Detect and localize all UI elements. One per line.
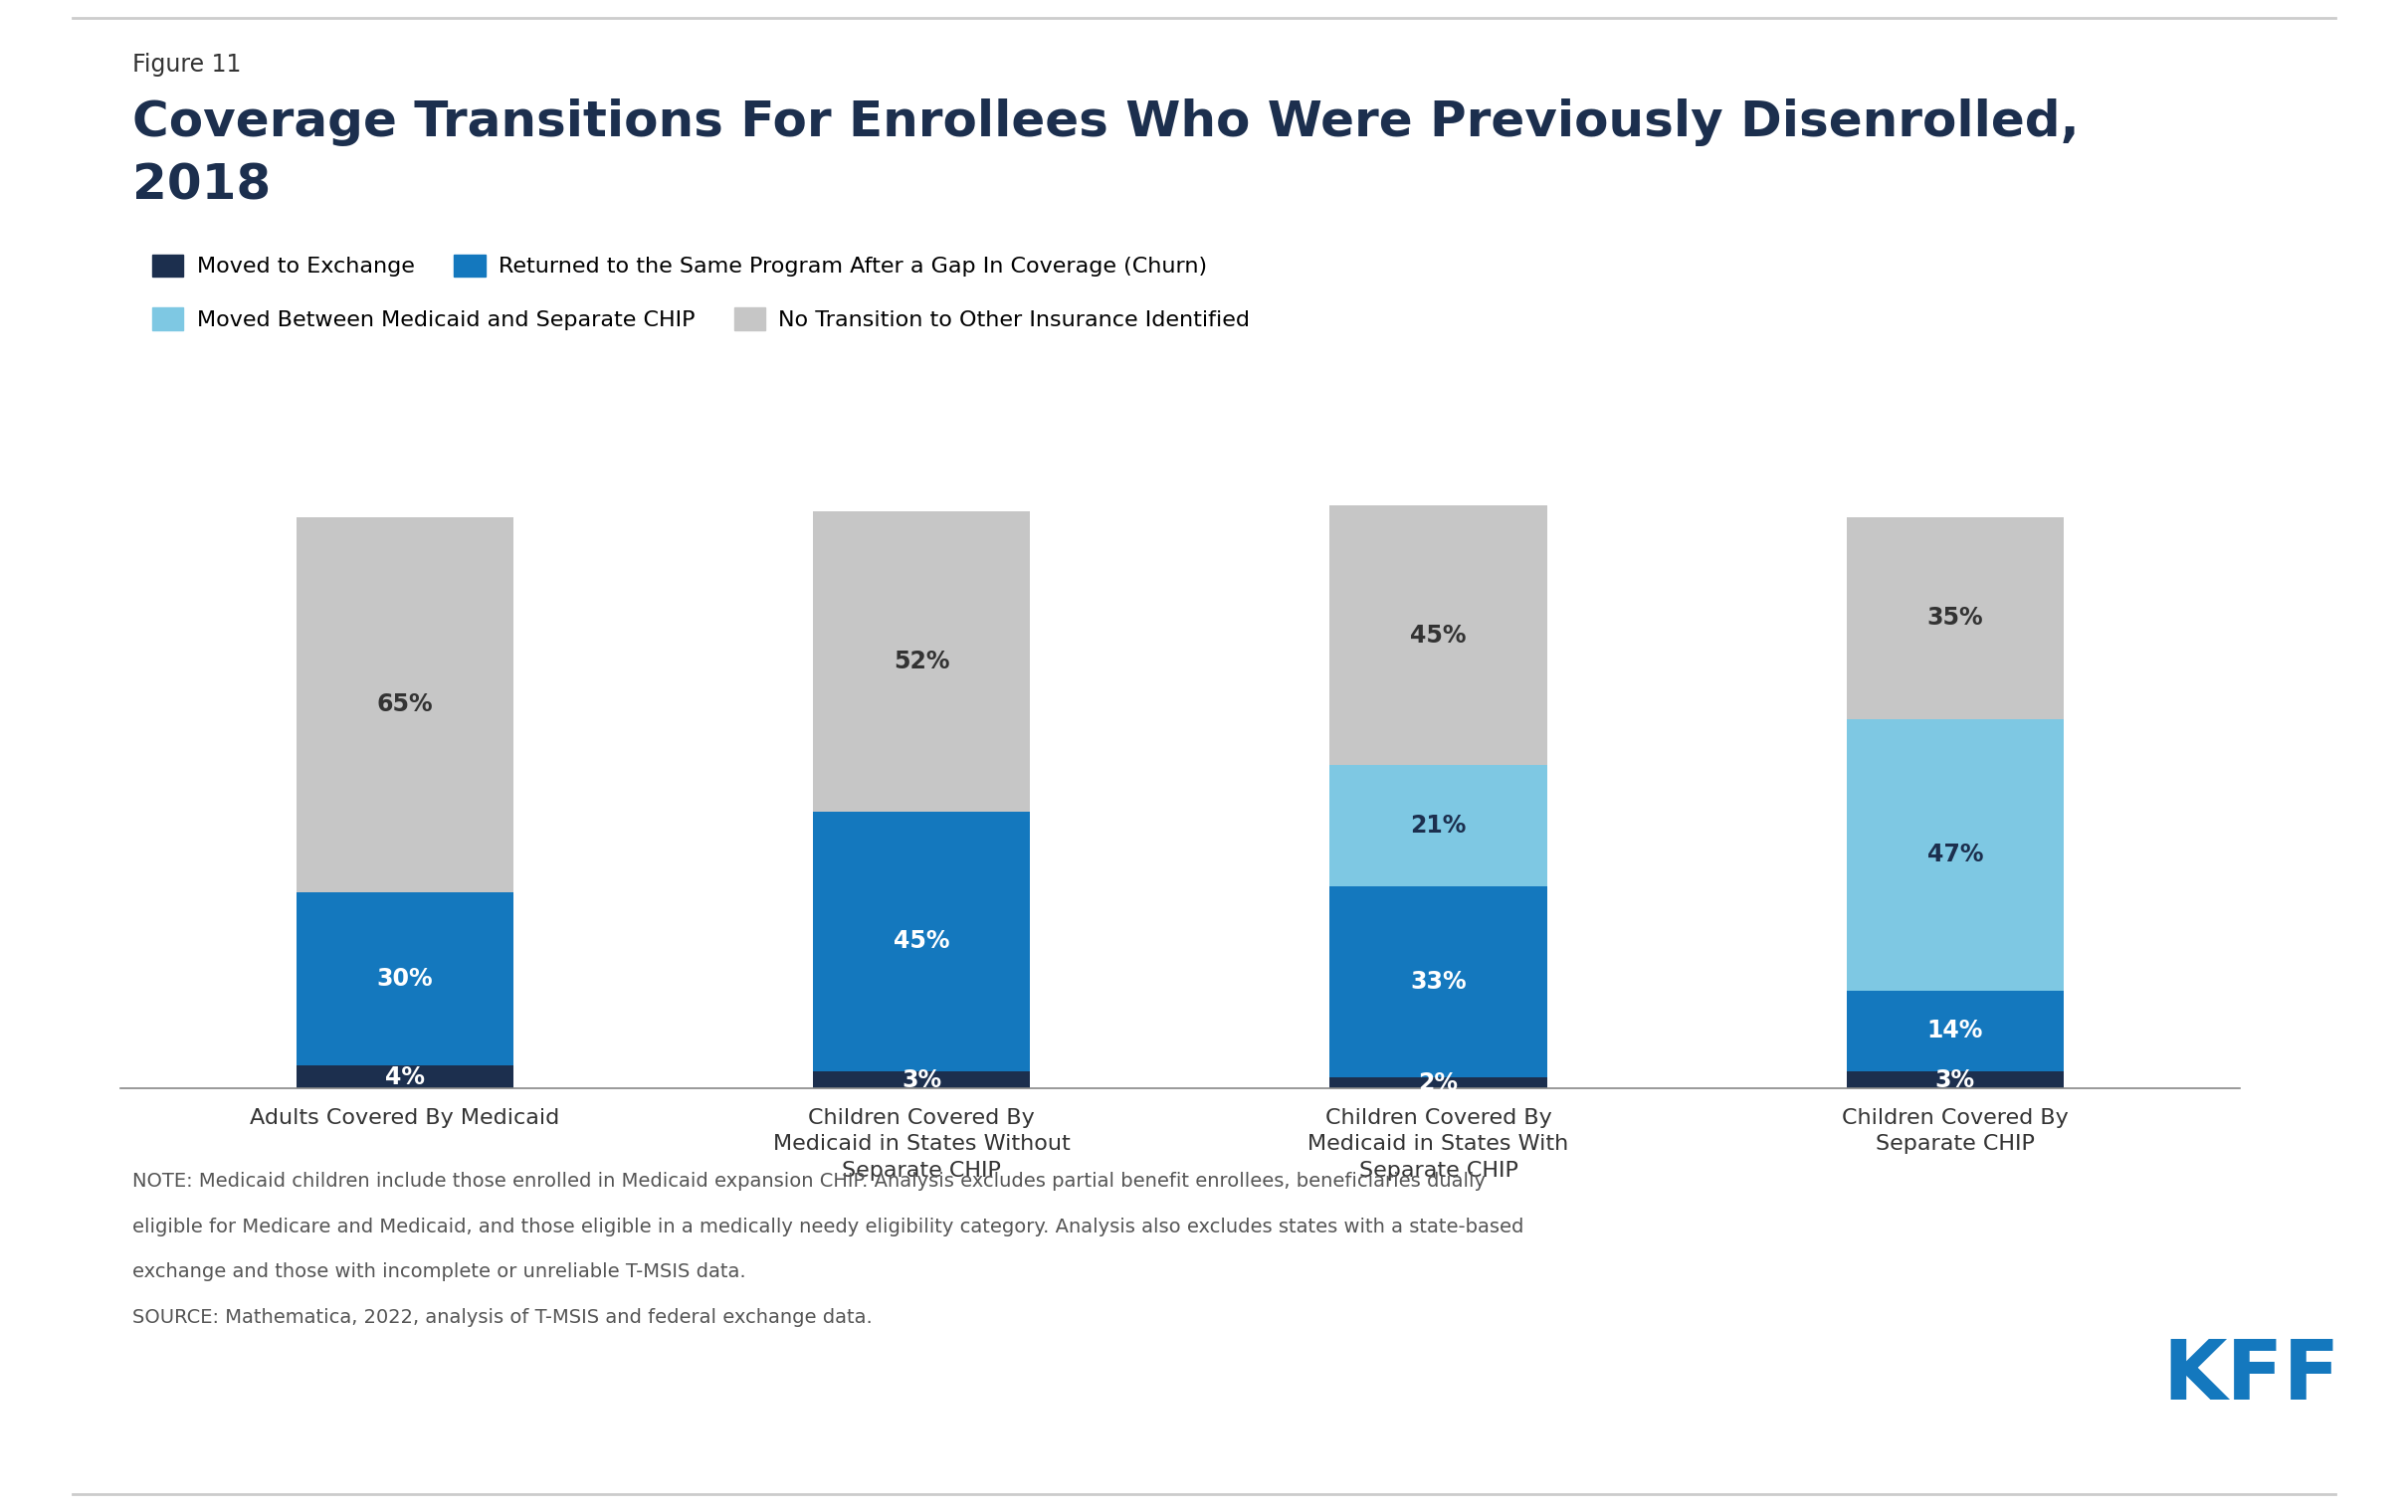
Text: SOURCE: Mathematica, 2022, analysis of T-MSIS and federal exchange data.: SOURCE: Mathematica, 2022, analysis of T… bbox=[132, 1308, 872, 1328]
Bar bbox=[296, 892, 513, 1066]
Text: 35%: 35% bbox=[1926, 606, 1984, 631]
Text: 33%: 33% bbox=[1411, 969, 1466, 993]
Bar bbox=[296, 1066, 513, 1089]
Text: Coverage Transitions For Enrollees Who Were Previously Disenrolled,: Coverage Transitions For Enrollees Who W… bbox=[132, 98, 2081, 147]
Bar bbox=[1329, 765, 1546, 886]
Text: 2018: 2018 bbox=[132, 162, 272, 210]
Text: eligible for Medicare and Medicaid, and those eligible in a medically needy elig: eligible for Medicare and Medicaid, and … bbox=[132, 1217, 1524, 1237]
Text: 45%: 45% bbox=[893, 930, 949, 954]
Text: 21%: 21% bbox=[1411, 813, 1466, 838]
Text: 3%: 3% bbox=[1936, 1067, 1975, 1092]
Text: 14%: 14% bbox=[1926, 1019, 1984, 1043]
Bar bbox=[814, 812, 1031, 1072]
Text: 3%: 3% bbox=[901, 1067, 942, 1092]
Bar bbox=[1847, 720, 2064, 990]
Bar bbox=[814, 511, 1031, 812]
Text: 2%: 2% bbox=[1418, 1070, 1459, 1095]
Text: 52%: 52% bbox=[893, 650, 949, 673]
Text: 4%: 4% bbox=[385, 1064, 424, 1089]
Legend: Moved Between Medicaid and Separate CHIP, No Transition to Other Insurance Ident: Moved Between Medicaid and Separate CHIP… bbox=[144, 298, 1259, 339]
Bar bbox=[1329, 886, 1546, 1077]
Text: 45%: 45% bbox=[1411, 623, 1466, 647]
Bar bbox=[1329, 1077, 1546, 1089]
Legend: Moved to Exchange, Returned to the Same Program After a Gap In Coverage (Churn): Moved to Exchange, Returned to the Same … bbox=[144, 245, 1216, 286]
Bar bbox=[1847, 1072, 2064, 1089]
Bar bbox=[296, 517, 513, 892]
Text: NOTE: Medicaid children include those enrolled in Medicaid expansion CHIP. Analy: NOTE: Medicaid children include those en… bbox=[132, 1172, 1486, 1191]
Bar bbox=[1847, 990, 2064, 1072]
Text: 47%: 47% bbox=[1926, 842, 1984, 866]
Text: Figure 11: Figure 11 bbox=[132, 53, 241, 77]
Text: 30%: 30% bbox=[376, 968, 433, 990]
Bar bbox=[1329, 505, 1546, 765]
Bar bbox=[1847, 517, 2064, 720]
Text: 65%: 65% bbox=[376, 692, 433, 717]
Text: KFF: KFF bbox=[2162, 1335, 2341, 1417]
Bar bbox=[814, 1072, 1031, 1089]
Text: exchange and those with incomplete or unreliable T-MSIS data.: exchange and those with incomplete or un… bbox=[132, 1263, 746, 1282]
